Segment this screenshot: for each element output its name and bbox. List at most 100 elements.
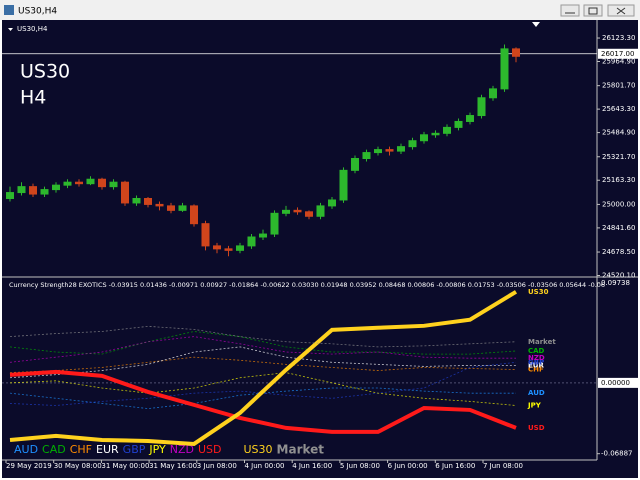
candle-body xyxy=(362,152,371,159)
candle-body xyxy=(420,134,428,142)
y-tick-label: 25321.70 xyxy=(602,153,635,161)
legend-entry[interactable]: JPY xyxy=(148,443,166,456)
candle-body xyxy=(86,178,95,185)
candle-body xyxy=(109,181,118,188)
candle-body xyxy=(374,149,382,154)
window-buttons[interactable] xyxy=(560,4,635,17)
strength-line xyxy=(9,372,517,406)
candle-body xyxy=(489,88,497,99)
maximize-glyph xyxy=(588,7,598,15)
time-label: 7 Jun 08:00 xyxy=(483,462,523,470)
candle-body xyxy=(190,205,198,225)
legend-entry[interactable]: EUR xyxy=(96,443,119,456)
end-label: AUD xyxy=(528,389,545,397)
legend-entry[interactable]: CAD xyxy=(42,443,66,456)
window-icon xyxy=(4,5,14,15)
title-bar xyxy=(0,0,640,20)
candle-body xyxy=(477,97,486,117)
strength-line xyxy=(9,356,517,373)
candle-body xyxy=(132,197,141,204)
time-label: 6 Jun 16:00 xyxy=(435,462,475,470)
chart-area xyxy=(2,20,638,478)
legend-entry[interactable]: GBP xyxy=(123,443,146,456)
candle-body xyxy=(178,205,187,211)
end-label: GBP xyxy=(528,358,544,366)
time-label: 31 May 00:00 xyxy=(101,462,149,470)
candle-body xyxy=(339,169,348,201)
y-tick-label: 25000.00 xyxy=(602,200,635,208)
legend-entry[interactable]: AUD xyxy=(14,443,38,456)
candle-body xyxy=(259,233,267,238)
y-tick-label: -0.06887 xyxy=(601,450,632,458)
time-label: 4 Jun 00:00 xyxy=(245,462,285,470)
symbol-menu-arrow xyxy=(8,28,13,31)
strength-line xyxy=(9,387,516,409)
end-label: CAD xyxy=(528,347,545,355)
candle-body xyxy=(29,186,37,195)
chart-symbol-label: US30,H4 xyxy=(17,25,48,33)
candle-body xyxy=(52,184,60,191)
maximize-button[interactable] xyxy=(583,4,603,17)
strength-line xyxy=(9,346,516,379)
candle-body xyxy=(397,146,405,152)
minimize-button[interactable] xyxy=(560,4,580,17)
y-tick-label: 0.09738 xyxy=(601,279,630,287)
time-label: 5 Jun 08:00 xyxy=(340,462,380,470)
candle-body xyxy=(98,178,106,188)
time-label: 3 Jun 08:00 xyxy=(197,462,237,470)
time-label: 4 Jun 16:00 xyxy=(292,462,332,470)
y-tick-label: 25964.90 xyxy=(602,57,635,65)
indicator-title: Currency Strength28 EXOTICS -0.03915 0.0… xyxy=(9,281,605,289)
strength-line xyxy=(9,331,517,355)
candle-body xyxy=(224,248,233,251)
strength-line xyxy=(9,290,518,446)
strength-line xyxy=(9,369,517,434)
current-price-box xyxy=(598,48,638,59)
strength-line xyxy=(9,336,516,363)
end-label: EUR xyxy=(528,361,544,369)
legend-entry[interactable]: USD xyxy=(198,443,222,456)
candle-body xyxy=(443,126,451,134)
candle-body xyxy=(408,140,417,148)
y-tick-label: 25801.70 xyxy=(602,82,635,90)
legend-entry[interactable]: NZD xyxy=(170,443,194,456)
strength-line xyxy=(9,325,517,348)
close-glyph xyxy=(616,7,626,15)
candle-body xyxy=(512,48,520,57)
end-label: JPY xyxy=(527,402,542,410)
candle-body xyxy=(270,212,279,235)
zero-label-box xyxy=(598,377,638,388)
candle-body xyxy=(282,209,290,214)
end-label: CHF xyxy=(528,366,544,374)
y-tick-label: 24678.50 xyxy=(602,248,635,256)
candle-body xyxy=(213,245,221,250)
timeframe-annotation: H4 xyxy=(20,87,46,109)
chart-shift-marker[interactable] xyxy=(532,22,540,27)
y-tick-label: 25484.90 xyxy=(602,129,635,137)
candle-body xyxy=(144,197,152,205)
legend-entry[interactable]: US30 xyxy=(244,443,273,456)
candle-body xyxy=(236,245,244,251)
legend-entry[interactable]: Market xyxy=(277,443,325,457)
candle-body xyxy=(121,181,129,204)
candle-body xyxy=(431,132,440,136)
candle-body xyxy=(293,209,302,213)
candle-body xyxy=(201,223,210,247)
candle-body xyxy=(454,120,463,128)
candle-body xyxy=(500,48,509,90)
candle-body xyxy=(351,157,359,171)
y-tick-label: 24520.10 xyxy=(602,272,635,280)
candle-body xyxy=(17,186,26,194)
legend-entry[interactable]: CHF xyxy=(70,443,92,456)
y-tick-label: 0.00000 xyxy=(601,379,630,387)
current-price-label: 26017.00 xyxy=(601,50,634,58)
y-tick-label: 25163.30 xyxy=(602,176,635,184)
candle-body xyxy=(167,205,175,211)
time-label: 6 Jun 00:00 xyxy=(388,462,428,470)
candle-body xyxy=(305,211,313,217)
end-label: USD xyxy=(528,424,545,432)
y-tick-label: 26123.30 xyxy=(602,34,635,42)
candle-body xyxy=(247,236,256,247)
candle-body xyxy=(155,203,164,207)
